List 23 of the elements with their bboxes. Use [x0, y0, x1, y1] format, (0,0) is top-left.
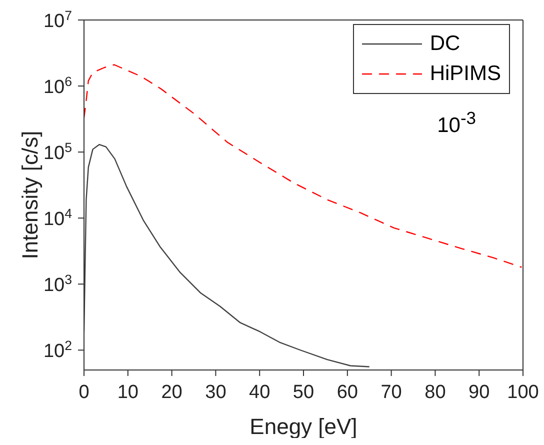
y-tick-label: 10$^{6}$: [43, 74, 72, 98]
x-tick-label: 60: [336, 382, 358, 403]
y-tick-label: 10$^{3}$: [43, 272, 72, 296]
x-tick-label: 70: [380, 382, 402, 403]
y-tick-label: 10$^{5}$: [43, 140, 72, 164]
x-tick-label: 90: [468, 382, 490, 403]
line-series: [84, 144, 370, 368]
x-tick-label: 50: [292, 382, 314, 403]
x-tick-label: 80: [424, 382, 446, 403]
x-tick-label: 100: [507, 382, 539, 403]
y-tick-label: 10$^{7}$: [43, 8, 72, 32]
line-series: [84, 64, 522, 268]
x-tick-label: 40: [249, 382, 270, 403]
x-tick-label: 0: [78, 382, 90, 403]
y-axis-title: Intensity [c/s]: [18, 130, 42, 260]
y-tick-label: 10$^{4}$: [43, 206, 72, 230]
x-tick-label: 10: [117, 382, 138, 403]
x-tick-label: 30: [205, 382, 226, 403]
annotation: 10$^{-3}$: [437, 108, 476, 138]
legend-label: HiPIMS: [430, 61, 501, 87]
x-tick-label: 20: [161, 382, 182, 403]
y-tick-label: 10$^{2}$: [43, 338, 72, 362]
legend-label: DC: [430, 31, 460, 57]
